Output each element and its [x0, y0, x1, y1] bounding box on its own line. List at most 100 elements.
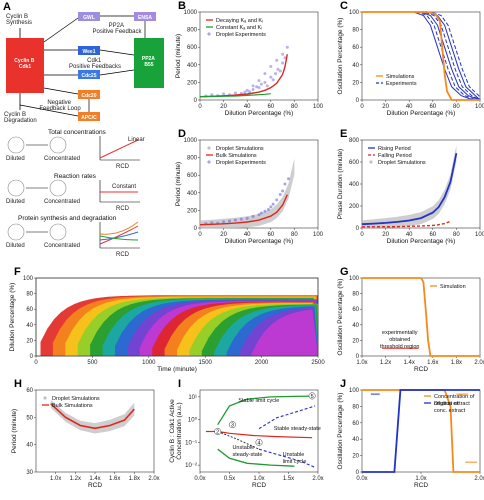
x-axis-label: Dilution Percentage (%) — [387, 238, 456, 245]
droplet-experiment-point — [269, 75, 273, 79]
cdc25-box — [78, 70, 100, 79]
legend-entry: Rising Period — [378, 146, 411, 152]
x-tick-label: 40 — [406, 232, 413, 238]
cdk1-pos-label: Cdk1 Positive Feedbacks — [69, 58, 121, 70]
legend-entry-line: Rising Period — [378, 146, 411, 152]
droplet-experiment-point — [287, 177, 290, 181]
droplet-experiment-point — [245, 216, 249, 220]
droplet-experiment-point — [259, 211, 263, 215]
bifurcation-point-label: 2 — [216, 430, 219, 436]
protein-curve-orange — [99, 221, 139, 235]
x-tick-label: 2.0x — [474, 476, 484, 482]
droplet-experiment-point — [251, 87, 255, 91]
legend-entry: Constant Kₐ and Kᵢ — [216, 25, 262, 31]
bulk-simulation-curve — [199, 194, 288, 226]
bulk-simulation-curve — [50, 403, 135, 430]
y-axis-label-line: Oscillation Percentage (%) — [337, 18, 344, 95]
unstable-steady-state — [217, 431, 260, 450]
legend-entry-line: Experiments — [386, 81, 417, 87]
concentrated-label-2: Concentrated — [44, 199, 80, 205]
y-axis-label-line: Period (minute) — [11, 409, 18, 453]
x-axis-label: Dilution Percentage (%) — [387, 110, 456, 117]
x-tick-label: 1.4x — [89, 476, 100, 482]
droplet-experiment-point — [233, 91, 237, 95]
legend-entry-line: Dilution of — [434, 401, 459, 407]
legend-entry-line: conc. extract — [434, 408, 466, 414]
droplet-experiment-point — [278, 69, 282, 73]
y-axis-label: Phase Duration (minute) — [337, 149, 344, 219]
legend-entry-line: Concentration of — [434, 394, 475, 400]
x-tick-label: 20 — [220, 104, 227, 110]
unstable-limit-label: Unstable limit cycle — [283, 452, 307, 465]
unstable-limit-cycle-upper — [258, 405, 316, 430]
y-axis-label: Dilution Percentage (%) — [9, 283, 16, 352]
y-tick-label: 40 — [352, 437, 359, 443]
y-tick-label: 0 — [194, 226, 198, 232]
wee1-box — [78, 46, 100, 55]
unstable-limit-label-line: limit cycle — [283, 459, 307, 465]
panel-f: F 0 500 1000 1500 2000 2500 0 20 40 60 80 100 Time (m… — [9, 266, 325, 373]
gwl-box — [78, 12, 100, 21]
reaction-mini-plot: Constant RCD — [99, 180, 140, 212]
panel-a-label: A — [3, 1, 11, 13]
experiment-curve — [362, 11, 477, 101]
y-axis-label-line: Period (minute) — [175, 162, 182, 206]
y-tick-label: 50 — [26, 415, 33, 421]
x-tick-label: 1.5x — [283, 476, 294, 482]
unstable-limit-label-line: Unstable — [283, 452, 305, 458]
droplet-experiment-point — [263, 80, 267, 84]
pp2a-pos-line1: PP2A — [109, 23, 124, 29]
cdc25-pp2a-link — [99, 69, 135, 76]
y-tick-label: 10¹ — [188, 395, 197, 401]
droplet-experiment-point — [266, 208, 270, 212]
x-tick-label: 1.6x — [109, 476, 120, 482]
y-tick-label: 1000 — [184, 138, 198, 144]
y-tick-label: 0 — [356, 354, 360, 360]
y-axis-label: Period (minute) — [175, 162, 182, 206]
droplet-experiment-point — [222, 92, 226, 96]
droplet-experiment-point — [233, 218, 237, 222]
y-tick-label: 0 — [194, 98, 198, 104]
legend-entry: Dilution of conc. extract — [434, 401, 466, 414]
x-tick-label: 1000 — [142, 360, 156, 366]
stable-limit-cycle-lower — [217, 448, 295, 467]
y-axis-label: Oscillation Percentage (%) — [337, 393, 344, 470]
dilution-series-band — [251, 309, 318, 356]
bifurcation-point — [308, 392, 316, 400]
droplet-experiment-point — [283, 56, 287, 60]
legend-marker — [207, 146, 211, 150]
legend-entry-line: Bulk Simulations — [216, 153, 257, 159]
x-tick-label: 20 — [382, 232, 389, 238]
x-tick-label: 0 — [360, 232, 364, 238]
simulation-curve — [362, 277, 480, 357]
x-tick-label: 1.2x — [70, 476, 81, 482]
ensa-box — [134, 12, 156, 21]
x-tick-label: 1.0x — [356, 360, 367, 366]
y-axis-label-line: Period (minute) — [175, 34, 182, 78]
x-axis-label: Dilution Percentage (%) — [225, 238, 294, 245]
panel-e-label: E — [340, 128, 347, 140]
panel-j: J 0.0x 1.0x 2.0x 0 20 40 60 80 100 RCD Oscillation … — [337, 378, 484, 489]
panel-a: A Cyclin B Synthesis Cyclin B Cdk1 Cycli… — [3, 1, 164, 258]
droplet-simulation-band — [200, 158, 295, 229]
x-tick-label: 2.0x — [474, 360, 484, 366]
x-tick-label: 0.0x — [194, 476, 205, 482]
droplet-experiment-point — [271, 202, 275, 206]
droplet-experiment-point — [278, 193, 282, 197]
diluted-droplet-1 — [7, 136, 25, 154]
legend-entry: Droplet Experiments — [216, 160, 266, 166]
droplet-experiment-point — [263, 72, 267, 76]
legend-entry-line: Decaying Kₐ and Kᵢ — [216, 18, 263, 24]
decaying-curve — [199, 54, 288, 98]
protein-curve-green — [99, 235, 139, 241]
plot-frame — [199, 11, 319, 101]
legend-entry-line: original extract — [434, 401, 470, 407]
y-axis-label-line: Oscillation Percentage (%) — [337, 279, 344, 356]
x-tick-label: 100 — [313, 104, 324, 110]
x-tick-label: 1.0x — [415, 476, 426, 482]
protein-curve-red — [99, 225, 139, 245]
x-tick-label: 40 — [244, 232, 251, 238]
x-axis-label: RCD — [414, 366, 428, 373]
plot-frame — [35, 277, 319, 357]
